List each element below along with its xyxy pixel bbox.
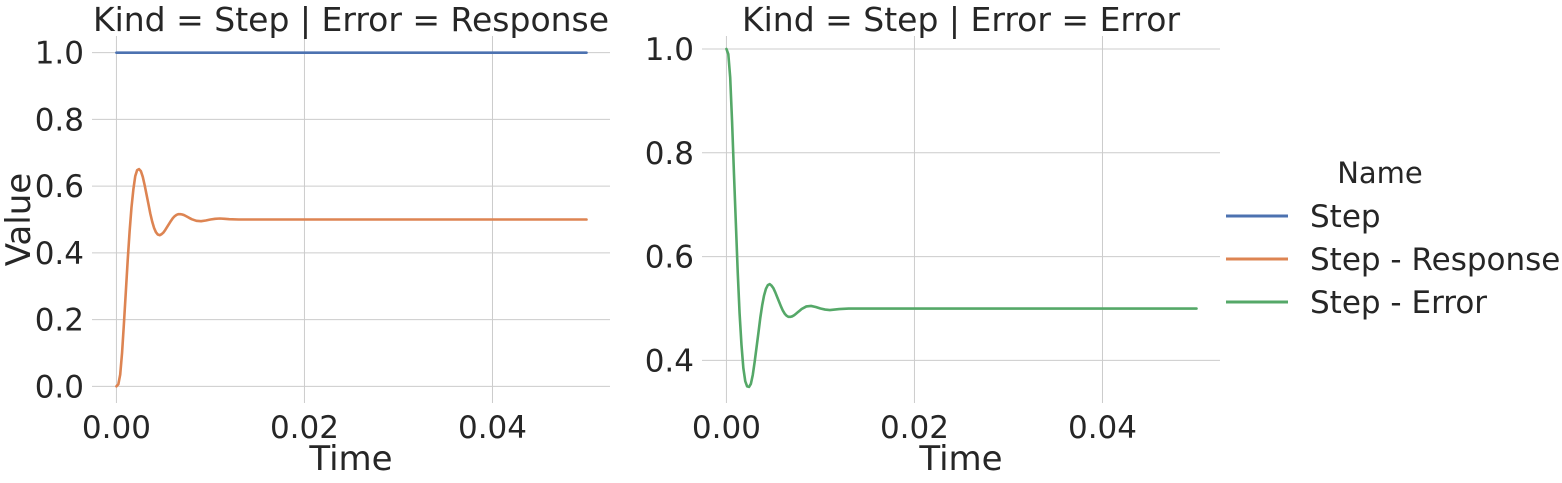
x-tick-label: 0.02 bbox=[270, 410, 339, 446]
x-tick-label: 0.00 bbox=[82, 410, 151, 446]
panel-title: Kind = Step | Error = Response bbox=[93, 0, 609, 39]
y-tick-label: 0.8 bbox=[35, 102, 84, 138]
legend-label: Step - Error bbox=[1310, 285, 1487, 321]
y-tick-label: 0.4 bbox=[35, 236, 84, 272]
y-tick-label: 0.0 bbox=[35, 369, 84, 405]
x-tick-label: 0.02 bbox=[880, 410, 949, 446]
y-tick-label: 0.6 bbox=[35, 169, 84, 205]
x-tick-label: 0.04 bbox=[458, 410, 527, 446]
legend-label: Step - Response bbox=[1310, 242, 1560, 278]
series-line-step-error bbox=[725, 47, 1198, 389]
x-axis-label: Time bbox=[308, 439, 392, 479]
y-axis-label: Value bbox=[0, 173, 39, 266]
x-tick-label: 0.04 bbox=[1068, 410, 1137, 446]
y-tick-label: 0.2 bbox=[35, 303, 84, 339]
panel-title: Kind = Step | Error = Error bbox=[742, 0, 1180, 39]
chart-panel-error: 0.4 0.6 0.8 1.0 0.00 0.02 0.04 Kind = Step | Er… bbox=[645, 0, 1220, 479]
y-tick-label: 1.0 bbox=[645, 32, 694, 68]
series-line-step-response bbox=[115, 167, 588, 388]
legend-label: Step bbox=[1310, 199, 1381, 235]
y-tick-label: 0.8 bbox=[645, 136, 694, 172]
legend: Name Step Step - Response Step - Error bbox=[1226, 156, 1560, 321]
legend-title: Name bbox=[1337, 156, 1423, 190]
chart-panel-response: 0.0 0.2 0.4 0.6 0.8 1.0 0.00 0.02 0.04 Kind = Ste… bbox=[0, 0, 610, 479]
x-tick-label: 0.00 bbox=[692, 410, 761, 446]
y-tick-label: 1.0 bbox=[35, 36, 84, 72]
x-axis-label: Time bbox=[918, 439, 1002, 479]
y-tick-label: 0.6 bbox=[645, 240, 694, 276]
y-tick-label: 0.4 bbox=[645, 343, 694, 379]
